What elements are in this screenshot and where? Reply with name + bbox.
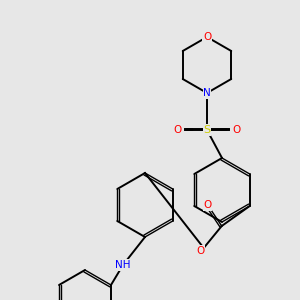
Text: =: =: [219, 125, 229, 135]
Text: =: =: [185, 125, 195, 135]
Text: O: O: [196, 246, 205, 256]
Text: O: O: [204, 200, 212, 210]
Text: S: S: [203, 125, 211, 135]
Text: N: N: [203, 88, 211, 98]
Text: NH: NH: [115, 260, 131, 270]
Text: O: O: [232, 125, 240, 135]
Text: O: O: [203, 32, 211, 42]
Text: O: O: [174, 125, 182, 135]
